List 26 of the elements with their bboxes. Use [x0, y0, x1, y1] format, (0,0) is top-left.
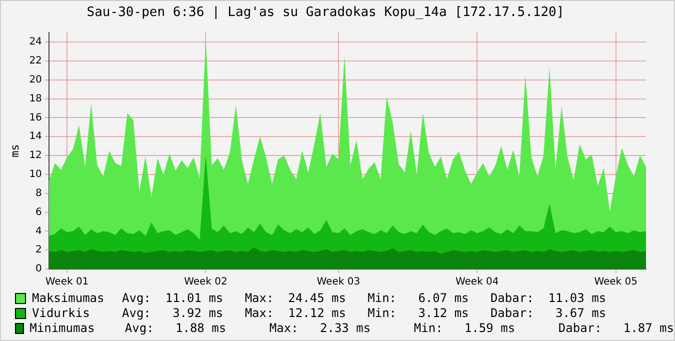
y-tick-label: 20	[29, 74, 42, 86]
chart-title: Sau-30-pen 6:36 | Lag'as su Garadokas Kopu_14a [172.17.5.120]	[86, 5, 564, 20]
x-tick-label: Week 02	[184, 276, 228, 288]
y-axis-title: ms	[8, 144, 22, 158]
y-tick-label: 18	[29, 93, 42, 104]
y-tick-label: 0	[36, 264, 42, 275]
y-tick-label: 22	[29, 56, 42, 67]
y-tick-label: 12	[29, 150, 42, 162]
x-tick-label: Week 03	[316, 276, 360, 288]
x-tick-label: Week 01	[45, 276, 89, 288]
y-tick-label: 4	[36, 226, 42, 237]
y-tick-label: 2	[36, 244, 42, 256]
y-tick-label: 16	[29, 112, 42, 124]
text: Avg: 1.88 ms Max: 2.33 ms Min: 1.59 ms Dabar: 1.87 ms	[124, 321, 674, 336]
y-tick-label: 10	[29, 169, 42, 180]
legend-label: Minimumas	[30, 321, 96, 336]
text: Avg: 11.01 ms Max: 24.45 ms Min: 6.07 ms Dabar: 11.03 ms	[122, 291, 606, 306]
text: Avg: 3.92 ms Max: 12.12 ms Min: 3.12 ms Dabar: 3.67 ms	[122, 306, 606, 321]
y-tick-label: 8	[36, 188, 42, 199]
y-tick-label: 24	[29, 36, 42, 48]
y-tick-label: 14	[29, 131, 42, 142]
x-tick-label: Week 04	[455, 276, 499, 288]
legend-label: Maksimumas	[32, 291, 106, 306]
x-tick-label: Week 05	[594, 276, 638, 288]
y-tick-label: 6	[36, 206, 42, 218]
legend-label: Vidurkis	[32, 306, 91, 321]
